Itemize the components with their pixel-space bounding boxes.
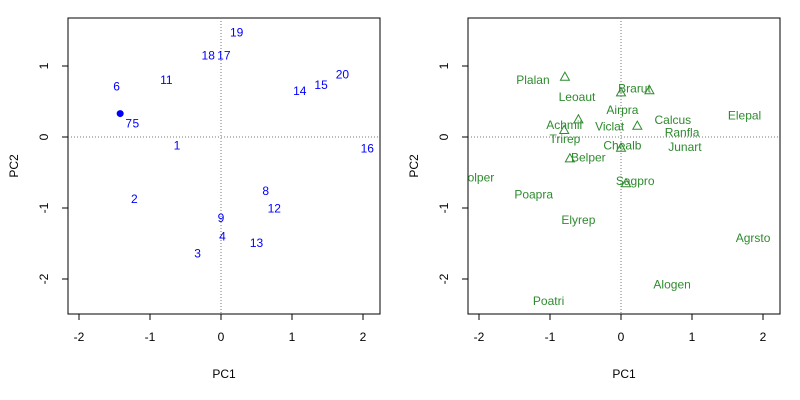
y-tick-label: -2 — [437, 273, 451, 284]
point-marker — [620, 177, 632, 188]
species-label: Airpra — [606, 103, 638, 117]
panel-species: -2 -1 0 1 2 -2 -1 0 1 PC1 PC2 Plalan Leoaut Brarut Air… — [407, 17, 781, 381]
y-tick-label: 0 — [437, 133, 451, 140]
x-tick-label: -1 — [545, 330, 556, 344]
x-tick-label: 0 — [218, 330, 225, 344]
x-tick-label: 1 — [289, 330, 296, 344]
species-label: Junart — [668, 140, 702, 154]
species-label: Belper — [571, 151, 606, 165]
plot-frame — [467, 17, 781, 315]
y-tick-label: -1 — [437, 202, 451, 213]
species-label: Calcus — [654, 113, 691, 127]
species-label: Leoaut — [559, 90, 596, 104]
point-marker — [573, 113, 584, 124]
point-marker — [615, 142, 627, 152]
x-tick-label: -1 — [145, 330, 156, 344]
site-label: 13 — [250, 236, 264, 250]
y-axis-title: PC2 — [407, 154, 421, 178]
x-axis-title: PC1 — [212, 367, 236, 381]
site-label: 8 — [262, 184, 269, 198]
species-label: Chealb — [603, 139, 641, 153]
species-label: Lolper — [461, 170, 494, 184]
species-label: Elyrep — [561, 213, 595, 227]
site-label: 3 — [194, 246, 201, 260]
site-label: 18 — [202, 48, 216, 62]
site-label: 4 — [219, 229, 226, 243]
marks-species: Plalan Leoaut Brarut Airpra Achmil Viclat Trir… — [461, 71, 771, 308]
site-label: 11 — [160, 73, 173, 87]
site-label: 20 — [336, 68, 350, 82]
site-label: 19 — [230, 26, 244, 40]
site-label: 1 — [174, 139, 181, 153]
x-tick-label: 2 — [760, 330, 767, 344]
x-tick-label: 2 — [360, 330, 367, 344]
point-marker — [564, 152, 576, 163]
species-label: Achmil — [546, 118, 582, 132]
species-label: Ranfla — [665, 126, 700, 140]
plot-frame — [67, 17, 381, 315]
site-label: 16 — [361, 141, 375, 155]
x-tick-label: -2 — [474, 330, 485, 344]
point-marker — [116, 110, 124, 118]
species-label: Sagpro — [616, 174, 655, 188]
species-label: Alogen — [653, 278, 690, 292]
species-label: Agrsto — [736, 231, 771, 245]
y-axis-title: PC2 — [7, 154, 21, 178]
site-label: 17 — [217, 48, 231, 62]
x-tick-label: 1 — [689, 330, 696, 344]
y-tick-label: 1 — [437, 62, 451, 69]
y-tick-label: -2 — [37, 273, 51, 284]
species-label: Viclat — [595, 119, 625, 133]
site-label: 6 — [113, 80, 120, 94]
site-label: 7 — [125, 117, 132, 131]
y-tick-label: 1 — [37, 62, 51, 69]
species-label: Poapra — [514, 188, 553, 202]
point-marker — [644, 84, 655, 95]
species-label: Poatri — [533, 294, 564, 308]
point-marker — [631, 120, 643, 130]
x-tick-label: -2 — [74, 330, 85, 344]
site-label: 9 — [218, 211, 225, 225]
site-label: 12 — [268, 202, 282, 216]
y-tick-label: -1 — [37, 202, 51, 213]
site-label: 5 — [132, 117, 139, 131]
x-axis-title: PC1 — [612, 367, 636, 381]
species-label: Plalan — [516, 73, 549, 87]
point-marker — [558, 124, 570, 134]
x-tick-label: 0 — [618, 330, 625, 344]
site-label: 2 — [131, 192, 138, 206]
point-marker — [615, 86, 627, 97]
y-tick-label: 0 — [37, 133, 51, 140]
species-label: Brarut — [618, 82, 651, 96]
species-label: Elepal — [728, 109, 761, 123]
species-label: Trirep — [549, 132, 580, 146]
point-marker — [559, 71, 571, 81]
site-label: 15 — [314, 78, 328, 92]
site-label: 14 — [293, 84, 307, 98]
